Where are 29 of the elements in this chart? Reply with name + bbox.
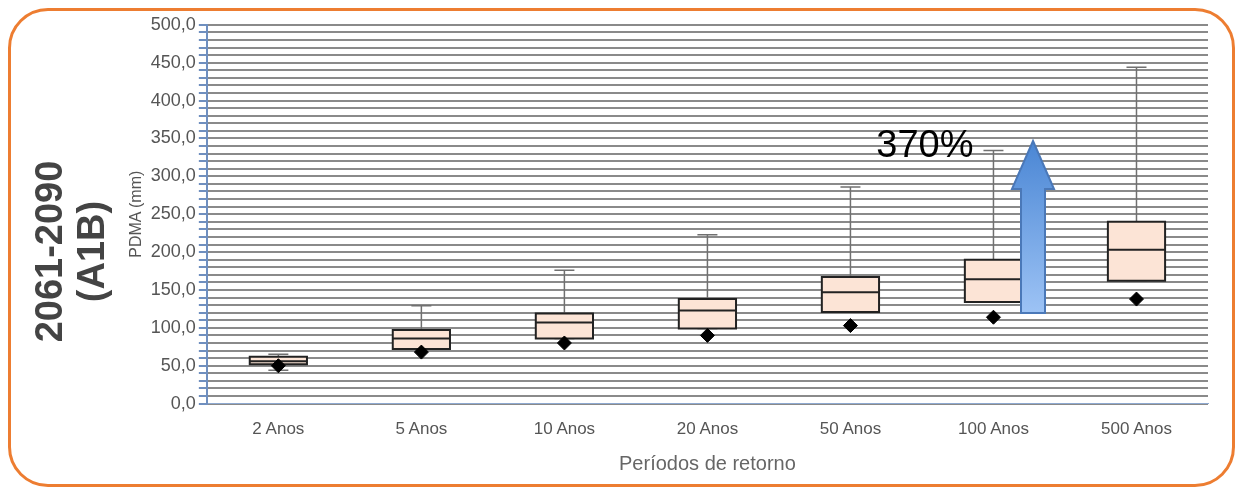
y-tick-label: 500,0 [150, 13, 196, 34]
x-tick-label: 20 Anos [676, 419, 739, 439]
x-tick-label: 100 Anos [958, 419, 1029, 439]
y-tick-label: 200,0 [150, 241, 196, 262]
point [556, 335, 572, 351]
y-tick-label: 350,0 [150, 127, 196, 148]
y-tick-label: 150,0 [150, 278, 196, 299]
y-axis-title: PDMA (mm) [126, 170, 144, 258]
y-tick-label: 0,0 [170, 392, 196, 413]
point [1128, 291, 1144, 307]
text: 2061-2090 (A1B) [28, 160, 113, 343]
point [842, 318, 858, 334]
x-tick-label: 50 Anos [819, 419, 882, 439]
y-tick-label: 400,0 [150, 89, 196, 110]
y-tick-label: 300,0 [150, 165, 196, 186]
point [985, 309, 1001, 325]
y-tick-label: 100,0 [150, 316, 196, 337]
point [270, 358, 286, 374]
point [699, 327, 715, 343]
x-tick-label: 2 Anos [252, 419, 305, 439]
annotation: 370% [876, 122, 974, 165]
point [413, 344, 429, 360]
x-axis-title: Períodos de retorno [619, 451, 796, 474]
x-tick-label: 5 Anos [395, 419, 448, 439]
x-tick-label: 500 Anos [1101, 419, 1172, 439]
x-tick-label: 10 Anos [533, 419, 596, 439]
y-tick-label: 50,0 [160, 354, 196, 375]
y-tick-label: 250,0 [150, 203, 196, 224]
y-tick-label: 450,0 [150, 51, 196, 72]
